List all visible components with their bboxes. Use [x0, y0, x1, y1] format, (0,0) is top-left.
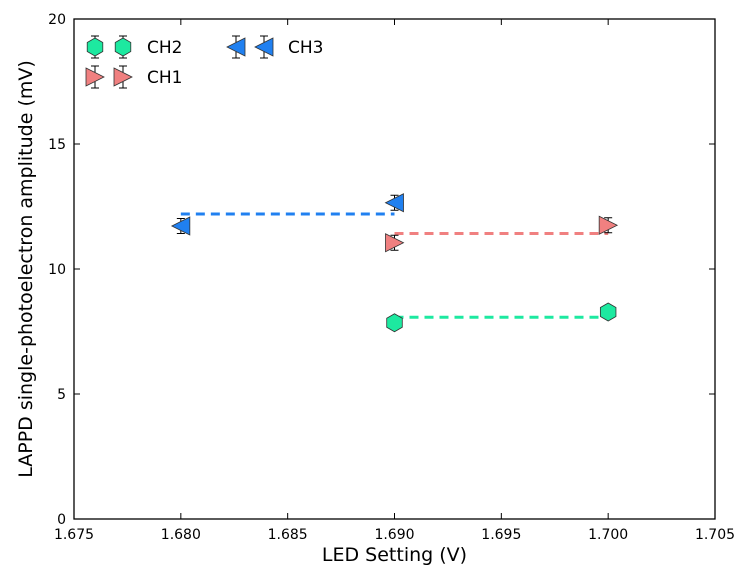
point-ch3-0 — [170, 216, 191, 236]
legend-marker-ch3-0 — [226, 37, 246, 57]
legend-label-ch2: CH2 — [147, 38, 182, 58]
legend-entry-ch2: CH2 — [86, 35, 182, 59]
point-ch2-1 — [599, 302, 617, 322]
legend-entry-ch1: CH1 — [85, 65, 182, 89]
legend: CH2 CH1 CH3 — [85, 35, 323, 89]
x-tick-label-1: 1.680 — [161, 527, 201, 543]
y-tick-label-2: 10 — [48, 262, 66, 278]
x-tick-label-2: 1.685 — [268, 527, 308, 543]
legend-marker-ch2-0 — [86, 37, 104, 57]
y-axis-label: LAPPD single-photoelectron amplitude (mV… — [15, 60, 37, 478]
x-tick-label-5: 1.700 — [588, 527, 628, 543]
legend-marker-ch2-1 — [114, 37, 132, 57]
x-tick-label-0: 1.675 — [54, 527, 94, 543]
series-ch2 — [386, 302, 617, 333]
legend-marker-ch1-0 — [85, 67, 105, 87]
legend-marker-ch3-1 — [254, 37, 274, 57]
legend-label-ch1: CH1 — [147, 68, 182, 88]
x-tick-label-4: 1.695 — [481, 527, 521, 543]
point-ch2-0 — [386, 313, 403, 333]
x-axis-label: LED Setting (V) — [322, 544, 467, 566]
x-tick-label-6: 1.705 — [695, 527, 735, 543]
point-ch3-1 — [384, 193, 404, 213]
point-ch1-0 — [385, 233, 405, 253]
y-tick-label-0: 0 — [57, 512, 66, 528]
x-tick-label-3: 1.690 — [374, 527, 414, 543]
plot-frame — [73, 18, 716, 520]
legend-marker-ch1-1 — [113, 67, 133, 87]
legend-label-ch3: CH3 — [288, 38, 323, 58]
point-ch1-1 — [598, 215, 619, 235]
ticks-layer: 1.675 1.680 1.685 1.690 1.695 1.700 1.705 0 5 10 1… — [48, 12, 735, 543]
series-ch3 — [170, 193, 404, 236]
series-layer — [170, 193, 619, 333]
y-tick-label-4: 20 — [48, 12, 66, 28]
legend-entry-ch3: CH3 — [226, 35, 323, 59]
series-ch1 — [385, 215, 619, 253]
y-tick-label-1: 5 — [57, 387, 66, 403]
y-tick-label-3: 15 — [48, 137, 66, 153]
